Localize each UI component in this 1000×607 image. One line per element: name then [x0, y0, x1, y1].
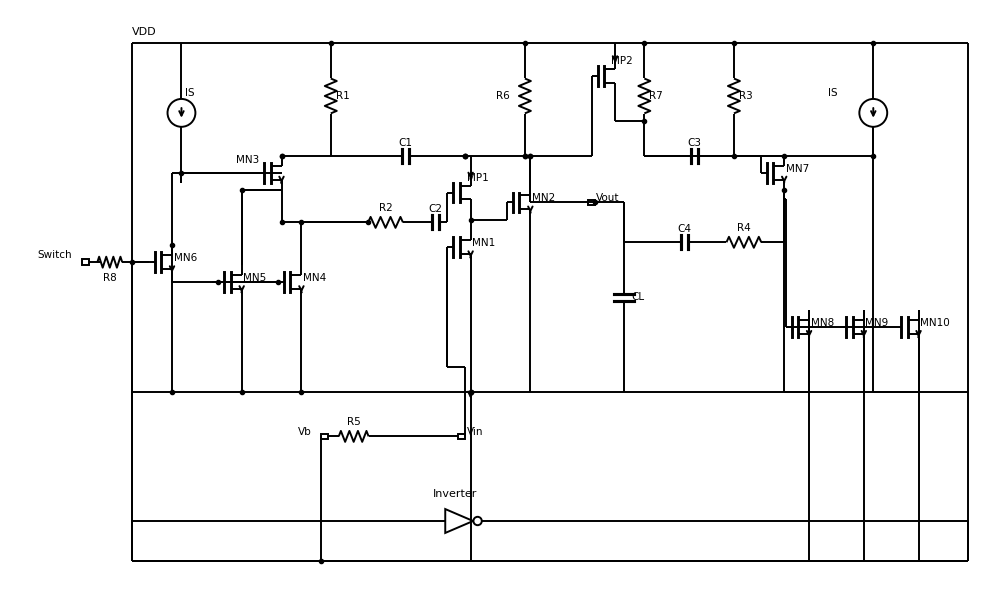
Text: Vin: Vin — [467, 427, 484, 438]
Text: R3: R3 — [739, 91, 753, 101]
Text: R5: R5 — [347, 418, 361, 427]
Text: R6: R6 — [496, 91, 510, 101]
Text: MN5: MN5 — [243, 273, 266, 283]
Text: R2: R2 — [379, 203, 392, 214]
Text: IS: IS — [185, 88, 195, 98]
Text: R7: R7 — [649, 91, 663, 101]
Text: MN8: MN8 — [811, 318, 834, 328]
Text: C4: C4 — [677, 225, 691, 234]
Text: MN2: MN2 — [532, 194, 555, 203]
Text: R1: R1 — [336, 91, 350, 101]
Text: MP1: MP1 — [467, 172, 489, 183]
Text: C2: C2 — [428, 205, 442, 214]
Text: MN1: MN1 — [472, 239, 495, 248]
Text: MN7: MN7 — [786, 164, 809, 174]
Text: R8: R8 — [103, 273, 117, 283]
Text: MP2: MP2 — [611, 56, 633, 66]
Text: MN10: MN10 — [920, 318, 950, 328]
Text: MN6: MN6 — [174, 253, 197, 263]
Text: Vb: Vb — [298, 427, 312, 438]
Text: C1: C1 — [398, 138, 412, 148]
Text: MN4: MN4 — [303, 273, 326, 283]
Text: C3: C3 — [687, 138, 701, 148]
Text: R4: R4 — [737, 223, 751, 233]
Text: Switch: Switch — [37, 250, 72, 260]
Text: Inverter: Inverter — [433, 489, 477, 499]
Text: CL: CL — [631, 292, 645, 302]
Text: MN3: MN3 — [236, 155, 259, 164]
Text: VDD: VDD — [132, 27, 156, 37]
Text: Vout: Vout — [596, 194, 619, 203]
Text: IS: IS — [828, 88, 838, 98]
Text: MN9: MN9 — [865, 318, 889, 328]
